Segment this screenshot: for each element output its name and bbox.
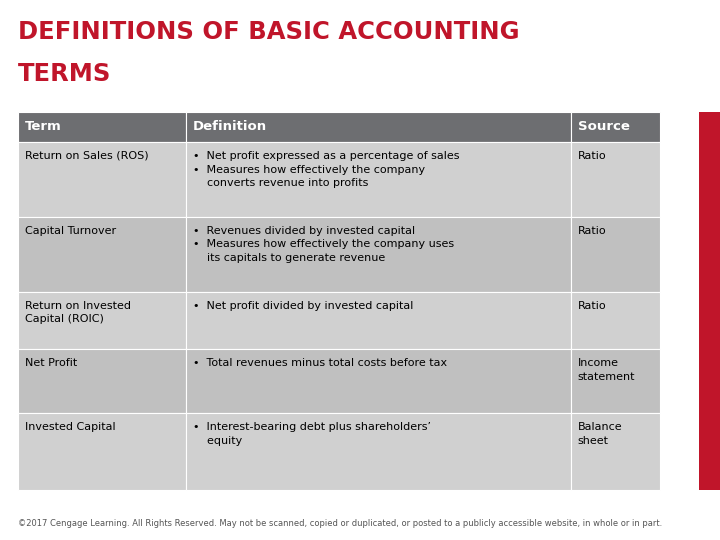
- Text: Income
statement: Income statement: [577, 358, 635, 382]
- Text: DEFINITIONS OF BASIC ACCOUNTING: DEFINITIONS OF BASIC ACCOUNTING: [18, 20, 520, 44]
- Text: Return on Sales (ROS): Return on Sales (ROS): [25, 151, 148, 161]
- Bar: [18, 292, 186, 349]
- Text: ©2017 Cengage Learning. All Rights Reserved. May not be scanned, copied or dupli: ©2017 Cengage Learning. All Rights Reser…: [18, 519, 662, 528]
- Bar: [186, 112, 571, 142]
- Text: •  Total revenues minus total costs before tax: • Total revenues minus total costs befor…: [193, 358, 447, 368]
- Bar: [186, 142, 571, 217]
- Bar: [18, 142, 186, 217]
- Text: Capital Turnover: Capital Turnover: [25, 226, 116, 236]
- Text: Source: Source: [577, 120, 629, 133]
- Bar: [186, 349, 571, 414]
- Bar: [186, 217, 571, 292]
- Bar: [18, 217, 186, 292]
- Bar: [571, 217, 660, 292]
- Text: Definition: Definition: [193, 120, 267, 133]
- Text: Term: Term: [25, 120, 62, 133]
- Text: Ratio: Ratio: [577, 226, 606, 236]
- Bar: [18, 349, 186, 414]
- Bar: [18, 414, 186, 490]
- Bar: [571, 142, 660, 217]
- Text: •  Interest-bearing debt plus shareholders’
    equity: • Interest-bearing debt plus shareholder…: [193, 422, 431, 446]
- Text: TERMS: TERMS: [18, 62, 112, 86]
- Text: Ratio: Ratio: [577, 151, 606, 161]
- Text: Invested Capital: Invested Capital: [25, 422, 116, 433]
- Bar: [571, 292, 660, 349]
- Bar: [571, 414, 660, 490]
- Text: Return on Invested
Capital (ROIC): Return on Invested Capital (ROIC): [25, 301, 131, 324]
- Bar: [699, 112, 720, 490]
- Bar: [571, 112, 660, 142]
- Text: Net Profit: Net Profit: [25, 358, 77, 368]
- Text: •  Net profit divided by invested capital: • Net profit divided by invested capital: [193, 301, 413, 310]
- Bar: [18, 112, 186, 142]
- Bar: [571, 349, 660, 414]
- Bar: [186, 292, 571, 349]
- Bar: [186, 414, 571, 490]
- Text: •  Revenues divided by invested capital
•  Measures how effectively the company : • Revenues divided by invested capital •…: [193, 226, 454, 263]
- Text: •  Net profit expressed as a percentage of sales
•  Measures how effectively the: • Net profit expressed as a percentage o…: [193, 151, 459, 188]
- Text: Balance
sheet: Balance sheet: [577, 422, 622, 446]
- Text: Ratio: Ratio: [577, 301, 606, 310]
